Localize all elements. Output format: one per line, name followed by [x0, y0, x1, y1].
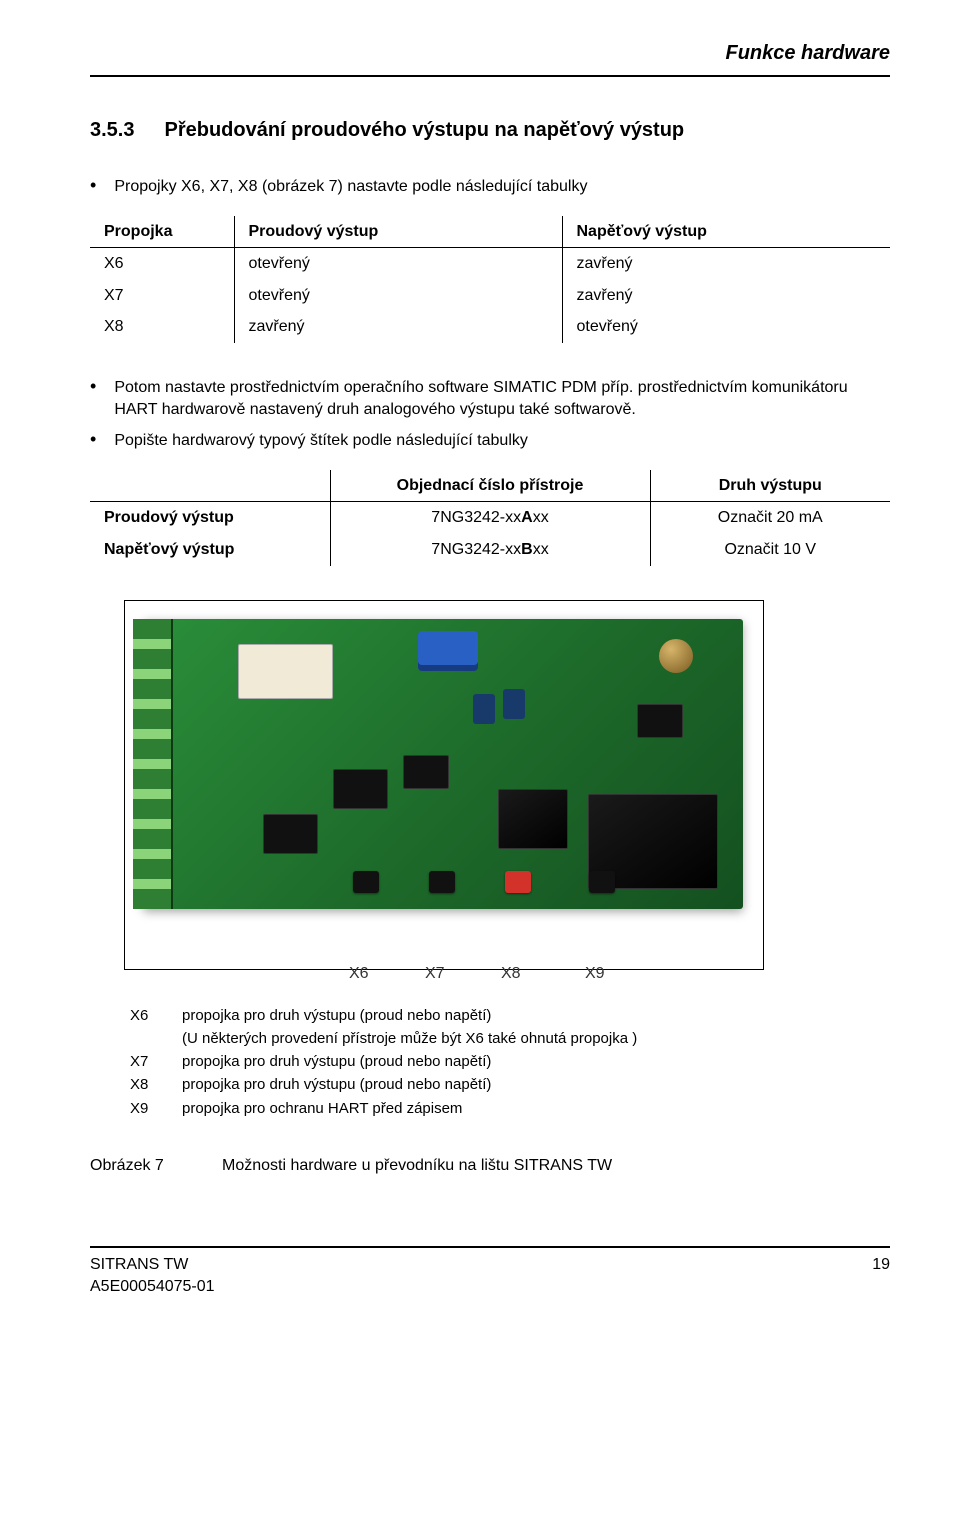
header-rule — [90, 75, 890, 77]
bullet-icon: • — [90, 430, 96, 452]
ic-chip — [333, 769, 388, 809]
page-number: 19 — [872, 1254, 890, 1297]
bullet-icon: • — [90, 377, 96, 420]
page-footer: SITRANS TW A5E00054075-01 19 — [90, 1246, 890, 1297]
jumper-table: Propojka Proudový výstup Napěťový výstup… — [90, 216, 890, 343]
legend-key: X7 — [130, 1052, 164, 1072]
capacitor — [473, 694, 495, 724]
table-row: Napěťový výstup 7NG3242-xxBxx Označit 10… — [90, 534, 890, 566]
cell: X8 — [90, 311, 234, 343]
cell: 7NG3242-xxAxx — [330, 502, 650, 534]
table-header: Proudový výstup — [234, 216, 562, 248]
bullet-icon: • — [90, 176, 96, 198]
footer-line2: A5E00054075-01 — [90, 1276, 215, 1298]
table-header: Napěťový výstup — [562, 216, 890, 248]
cell: X7 — [90, 280, 234, 312]
jumper-label: X7 — [425, 963, 445, 985]
figure-caption: Obrázek 7 Možnosti hardware u převodníku… — [90, 1155, 890, 1177]
capacitor — [503, 689, 525, 719]
bullet-text: Popište hardwarový typový štítek podle n… — [114, 430, 528, 452]
bullet-text: Potom nastavte prostřednictvím operačníh… — [114, 377, 890, 420]
legend-text: (U některých provedení přístroje může bý… — [182, 1029, 637, 1049]
legend-row: (U některých provedení přístroje může bý… — [130, 1029, 890, 1049]
pcb-figure: X6 X7 X8 X9 — [124, 600, 764, 970]
cell: X6 — [90, 248, 234, 280]
legend-row: X8 propojka pro druh výstupu (proud nebo… — [130, 1075, 890, 1095]
table-row: X6 otevřený zavřený — [90, 248, 890, 280]
legend-key: X8 — [130, 1075, 164, 1095]
table-header: Druh výstupu — [650, 470, 890, 502]
figure-legend: X6 propojka pro druh výstupu (proud nebo… — [130, 1006, 890, 1119]
jumper-label: X6 — [349, 963, 369, 985]
bullet-item: • Popište hardwarový typový štítek podle… — [90, 430, 890, 452]
table-row: X8 zavřený otevřený — [90, 311, 890, 343]
cell: Proudový výstup — [90, 502, 330, 534]
footer-line1: SITRANS TW — [90, 1254, 215, 1276]
pcb-board — [143, 619, 743, 909]
footer-left: SITRANS TW A5E00054075-01 — [90, 1254, 215, 1297]
bullet-item: • Propojky X6, X7, X8 (obrázek 7) nastav… — [90, 176, 890, 198]
table-header: Objednací číslo přístroje — [330, 470, 650, 502]
jumper-label: X8 — [501, 963, 521, 985]
cell: zavřený — [562, 280, 890, 312]
cell: otevřený — [562, 311, 890, 343]
jumper-x7 — [429, 871, 455, 893]
legend-text: propojka pro druh výstupu (proud nebo na… — [182, 1052, 491, 1072]
jumper-label: X9 — [585, 963, 605, 985]
legend-row: X9 propojka pro ochranu HART před zápise… — [130, 1099, 890, 1119]
jumper-x8 — [505, 871, 531, 893]
jumper-x9 — [589, 871, 615, 893]
legend-row: X7 propojka pro druh výstupu (proud nebo… — [130, 1052, 890, 1072]
legend-row: X6 propojka pro druh výstupu (proud nebo… — [130, 1006, 890, 1026]
legend-text: propojka pro druh výstupu (proud nebo na… — [182, 1075, 491, 1095]
table-header: Propojka — [90, 216, 234, 248]
section-title: Přebudování proudového výstupu na napěťo… — [164, 117, 684, 144]
bullet-text: Propojky X6, X7, X8 (obrázek 7) nastavte… — [114, 176, 587, 198]
legend-key: X9 — [130, 1099, 164, 1119]
ic-chip — [263, 814, 318, 854]
jumper-x6 — [353, 871, 379, 893]
cell: zavřený — [562, 248, 890, 280]
ic-chip — [498, 789, 568, 849]
figure-caption-text: Možnosti hardware u převodníku na lištu … — [222, 1155, 612, 1177]
ic-chip — [403, 755, 449, 789]
capacitor-cylinder — [659, 639, 693, 673]
edge-connector — [133, 619, 173, 909]
cell: Napěťový výstup — [90, 534, 330, 566]
figure-label: Obrázek 7 — [90, 1155, 186, 1177]
cell: Označit 20 mA — [650, 502, 890, 534]
section-number: 3.5.3 — [90, 117, 134, 144]
cell: Označit 10 V — [650, 534, 890, 566]
cell: otevřený — [234, 280, 562, 312]
legend-key — [130, 1029, 164, 1049]
bullet-item: • Potom nastavte prostřednictvím operačn… — [90, 377, 890, 420]
order-number-table: Objednací číslo přístroje Druh výstupu P… — [90, 470, 890, 566]
legend-key: X6 — [130, 1006, 164, 1026]
table-header — [90, 470, 330, 502]
relay-component — [238, 644, 333, 699]
blue-component — [418, 631, 478, 671]
cell: zavřený — [234, 311, 562, 343]
cell: 7NG3242-xxBxx — [330, 534, 650, 566]
cell: otevřený — [234, 248, 562, 280]
table-row: X7 otevřený zavřený — [90, 280, 890, 312]
legend-text: propojka pro ochranu HART před zápisem — [182, 1099, 462, 1119]
section-heading: 3.5.3 Přebudování proudového výstupu na … — [90, 117, 890, 144]
legend-text: propojka pro druh výstupu (proud nebo na… — [182, 1006, 491, 1026]
running-header: Funkce hardware — [90, 40, 890, 67]
ic-chip — [637, 704, 683, 738]
table-row: Proudový výstup 7NG3242-xxAxx Označit 20… — [90, 502, 890, 534]
